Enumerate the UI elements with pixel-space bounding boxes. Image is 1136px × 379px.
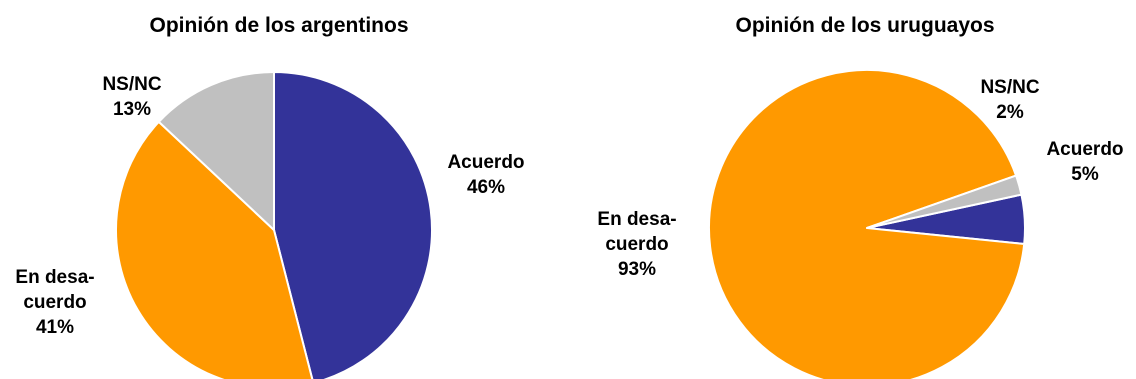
slice-label-1-acuerdo: Acuerdo 5% (1046, 137, 1123, 187)
slice-value-1-endesacuerdo: 93% (617, 259, 657, 280)
slice-value-1-acuerdo: 5% (1071, 164, 1099, 185)
pie-slice-0-acuerdo (273, 71, 434, 379)
chart-title-uruguayos: Opinión de los uruguayos (735, 14, 995, 37)
slice-value-0-nsnc: 13% (112, 99, 152, 120)
slice-label-line-0-endesacuerdo-0: En desa- (15, 267, 95, 288)
slice-label-line-0-nsnc-0: NS/NC (102, 74, 162, 95)
slice-label-1-endesacuerdo: En desa-cuerdo 93% (597, 207, 676, 282)
slice-label-line-1-nsnc-0: NS/NC (980, 77, 1040, 98)
slice-value-0-endesacuerdo: 41% (35, 317, 75, 338)
slice-label-line-0-endesacuerdo-1: cuerdo (23, 292, 87, 313)
slice-value-0-acuerdo: 46% (466, 177, 506, 198)
pie-slice-1-endesacuerdo (708, 69, 1026, 379)
slice-value-1-nsnc: 2% (996, 102, 1024, 123)
slice-label-line-0-acuerdo-0: Acuerdo (447, 152, 525, 173)
pie-slice-0-endesacuerdo (115, 120, 314, 379)
chart-title-argentinos: Opinión de los argentinos (149, 14, 409, 37)
slice-label-1-nsnc: NS/NC 2% (980, 75, 1039, 125)
slice-label-0-acuerdo: Acuerdo 46% (447, 150, 524, 200)
slice-label-0-nsnc: NS/NC 13% (102, 72, 161, 122)
slice-label-line-1-endesacuerdo-1: cuerdo (605, 234, 669, 255)
pie-slice-1-nsnc (866, 174, 1023, 229)
slice-label-line-1-endesacuerdo-0: En desa- (597, 209, 677, 230)
pie-slice-0-nsnc (157, 71, 275, 231)
slice-label-0-endesacuerdo: En desa-cuerdo 41% (15, 265, 94, 340)
slice-label-line-1-acuerdo-0: Acuerdo (1046, 139, 1124, 160)
